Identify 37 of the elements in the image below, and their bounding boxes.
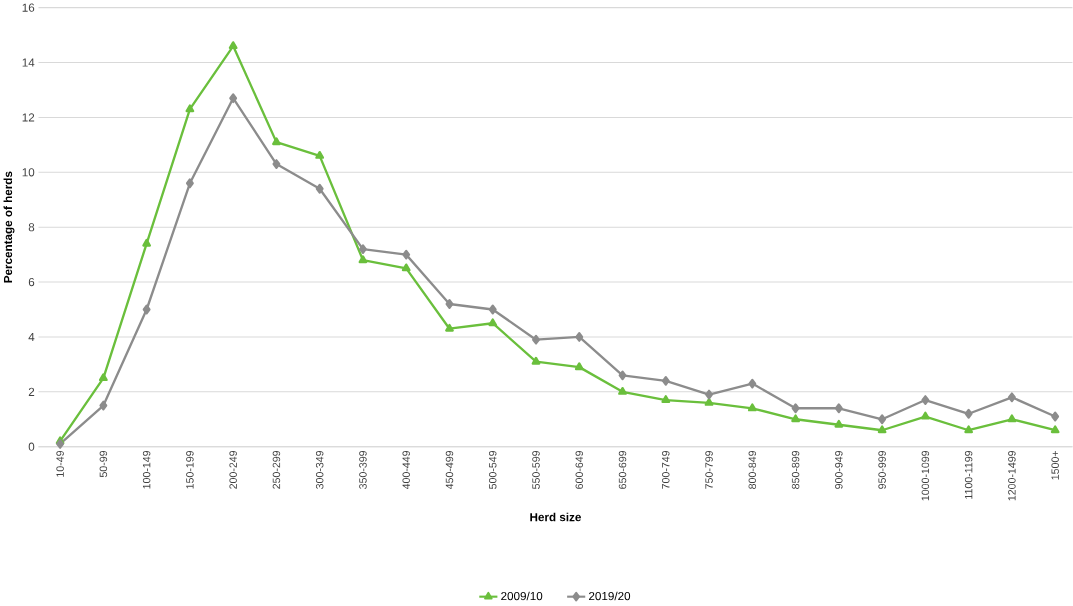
x-tick-label: 950-999 (878, 450, 886, 489)
x-tick-label: 650-699 (618, 450, 627, 489)
y-tick-label: 4 (28, 332, 35, 341)
x-tick-label: 1200-1499 (1008, 450, 1016, 501)
x-tick-label: 700-749 (662, 450, 670, 489)
x-tick-label: 750-799 (705, 450, 713, 489)
x-tick-label: 900-949 (835, 450, 843, 489)
x-tick-label: 400-449 (402, 450, 410, 490)
y-tick-label: 14 (22, 58, 35, 67)
x-tick-label: 200-249 (229, 450, 237, 489)
x-tick-label: 1000-1099 (921, 450, 930, 501)
x-axis-title: Herd size (530, 512, 581, 522)
x-tick-label: 300-349 (315, 450, 324, 489)
x-tick-label: 450-499 (445, 450, 454, 490)
y-tick-label: 12 (22, 113, 35, 122)
x-tick-label: 800-849 (748, 450, 757, 489)
x-tick-label: 50-99 (99, 450, 108, 478)
legend-label: 2019/20 (589, 591, 631, 601)
x-tick-label: 1500+ (1051, 451, 1059, 480)
y-axis-title: Percentage of herds (3, 171, 15, 283)
y-tick-label: 2 (28, 387, 35, 396)
x-tick-label: 850-899 (791, 450, 800, 489)
y-tick-label: 16 (22, 3, 35, 12)
y-tick-label: 0 (28, 442, 35, 451)
y-tick-label: 10 (22, 168, 35, 177)
y-tick-label: 6 (28, 277, 35, 287)
x-tick-label: 10-49 (56, 450, 64, 477)
legend-label: 2009/10 (501, 591, 543, 601)
x-tick-label: 600-649 (575, 450, 584, 489)
x-tick-label: 550-599 (532, 450, 540, 489)
x-tick-label: 150-199 (186, 450, 194, 489)
x-tick-label: 500-549 (488, 450, 497, 489)
x-tick-label: 350-399 (359, 450, 367, 489)
y-tick-label: 8 (28, 223, 35, 232)
x-tick-label: 1100-1199 (964, 450, 973, 499)
x-tick-label: 100-149 (142, 450, 151, 489)
x-tick-label: 250-299 (272, 450, 281, 489)
